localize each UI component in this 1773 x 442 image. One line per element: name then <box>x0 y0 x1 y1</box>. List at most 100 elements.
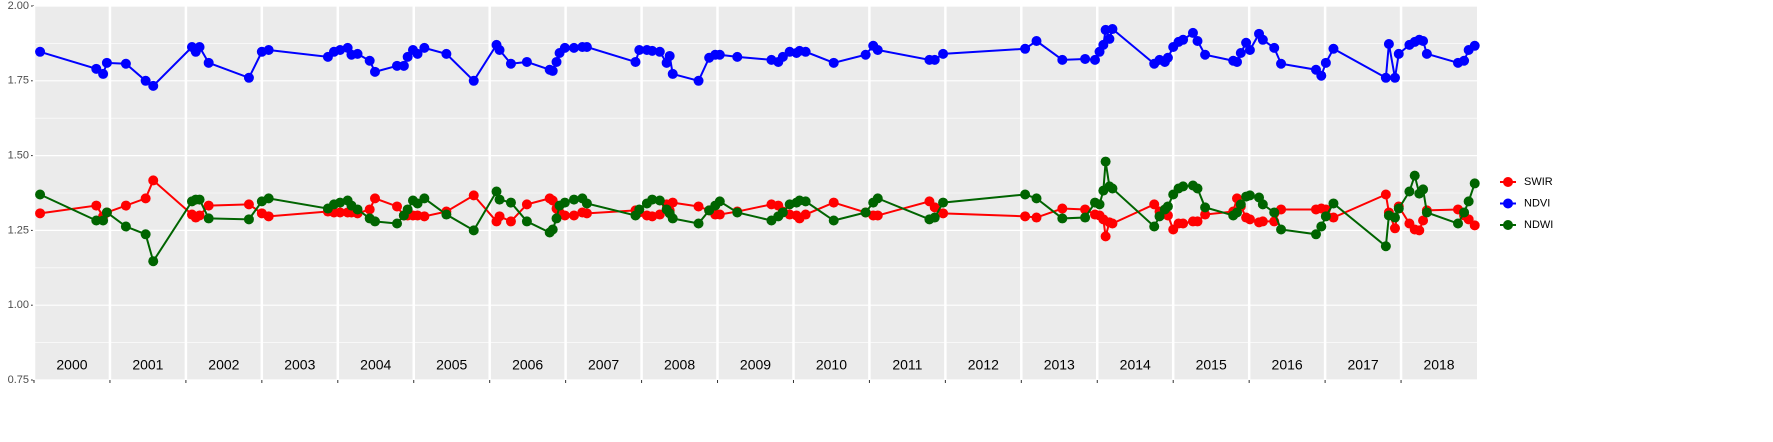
point <box>929 212 940 223</box>
point <box>1257 199 1268 210</box>
point <box>263 44 274 55</box>
point <box>929 54 940 65</box>
point <box>1100 231 1111 242</box>
point <box>1389 223 1400 234</box>
point <box>938 48 949 59</box>
point <box>1380 241 1391 252</box>
point <box>120 200 131 211</box>
point <box>412 48 423 59</box>
point <box>392 201 403 212</box>
point <box>647 194 658 205</box>
point <box>777 207 788 218</box>
point <box>1235 199 1246 210</box>
point <box>559 197 570 208</box>
point <box>402 204 413 215</box>
year-label: 2013 <box>1044 357 1075 373</box>
point <box>412 198 423 209</box>
point <box>1020 211 1031 222</box>
year-label: 2008 <box>664 357 695 373</box>
point <box>938 197 949 208</box>
point <box>860 207 871 218</box>
point <box>140 229 151 240</box>
year-label: 2016 <box>1272 357 1303 373</box>
point <box>1469 40 1480 51</box>
point <box>1393 203 1404 214</box>
point <box>335 44 346 55</box>
point <box>521 199 532 210</box>
point <box>98 68 109 79</box>
point <box>1421 48 1432 59</box>
point <box>693 218 704 229</box>
year-label: 2004 <box>360 357 391 373</box>
point <box>1107 218 1118 229</box>
point <box>732 51 743 62</box>
point <box>370 193 381 204</box>
point <box>352 48 363 59</box>
point <box>581 208 592 219</box>
point <box>1276 58 1287 69</box>
year-label: 2001 <box>132 357 163 373</box>
point <box>1192 36 1203 47</box>
point <box>828 57 839 68</box>
point <box>1154 211 1165 222</box>
point <box>800 209 811 220</box>
point <box>419 193 430 204</box>
point <box>1187 27 1198 38</box>
point <box>98 215 109 226</box>
point <box>140 75 151 86</box>
point <box>1232 207 1243 218</box>
point <box>1328 212 1339 223</box>
point <box>364 204 375 215</box>
point <box>828 197 839 208</box>
point <box>1463 196 1474 207</box>
point <box>1269 42 1280 53</box>
point <box>732 207 743 218</box>
point <box>1276 224 1287 235</box>
y-tick-label: 1.75 <box>8 75 29 87</box>
point <box>335 207 346 218</box>
point <box>1244 44 1255 55</box>
year-label: 2006 <box>512 357 543 373</box>
y-tick-label: 1.00 <box>8 299 29 311</box>
point <box>714 209 725 220</box>
point <box>800 46 811 57</box>
point <box>521 56 532 67</box>
point <box>91 215 102 226</box>
point <box>1393 48 1404 59</box>
point <box>654 46 665 57</box>
point <box>364 55 375 66</box>
point <box>352 204 363 215</box>
point <box>1257 216 1268 227</box>
point <box>1320 57 1331 68</box>
point <box>1459 207 1470 218</box>
point <box>1089 54 1100 65</box>
point <box>243 214 254 225</box>
point <box>494 194 505 205</box>
point <box>203 200 214 211</box>
point <box>419 42 430 53</box>
point <box>559 42 570 53</box>
point <box>647 211 658 222</box>
point <box>1418 36 1429 47</box>
point <box>1057 54 1068 65</box>
point <box>693 201 704 212</box>
point <box>714 49 725 60</box>
point <box>693 75 704 86</box>
point <box>664 50 675 61</box>
point <box>547 224 558 235</box>
point <box>398 60 409 71</box>
year-label: 2010 <box>816 357 847 373</box>
point <box>559 210 570 221</box>
point <box>468 225 479 236</box>
point <box>568 194 579 205</box>
y-tick-label: 1.50 <box>8 150 29 162</box>
point <box>370 216 381 227</box>
point <box>1269 207 1280 218</box>
point <box>1459 55 1470 66</box>
point <box>335 197 346 208</box>
point <box>1469 220 1480 231</box>
point <box>547 195 558 206</box>
point <box>581 198 592 209</box>
point <box>1389 72 1400 83</box>
point <box>800 196 811 207</box>
